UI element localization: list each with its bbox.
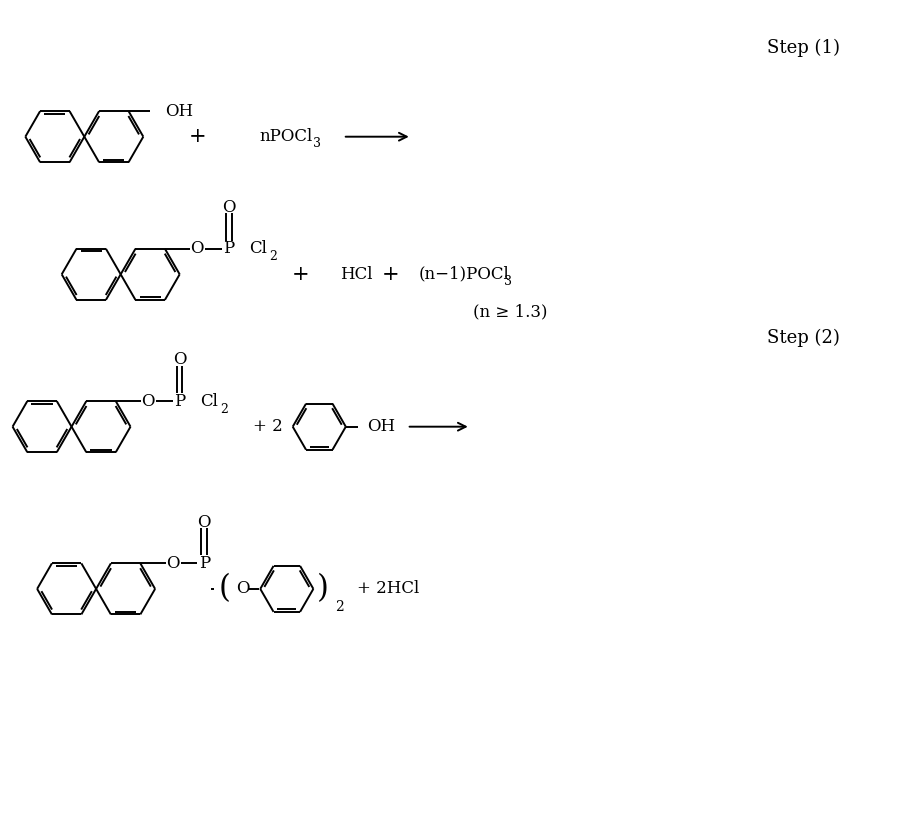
Text: (n−1)POCl: (n−1)POCl xyxy=(418,266,509,283)
Text: Cl: Cl xyxy=(249,240,267,257)
Text: Step (1): Step (1) xyxy=(768,39,841,57)
Text: Cl: Cl xyxy=(201,393,218,409)
Text: 2: 2 xyxy=(269,250,277,263)
Text: O: O xyxy=(191,240,204,257)
Text: 2: 2 xyxy=(220,403,228,416)
Text: +: + xyxy=(292,265,310,283)
Text: + 2HCl: + 2HCl xyxy=(356,580,419,597)
Text: nPOCl: nPOCl xyxy=(259,128,312,145)
Text: +: + xyxy=(189,127,206,146)
Text: O: O xyxy=(141,393,155,409)
Text: 3: 3 xyxy=(313,137,321,150)
Text: P: P xyxy=(199,555,210,572)
Text: (: ( xyxy=(219,574,231,605)
Text: P: P xyxy=(174,393,185,409)
Text: O: O xyxy=(197,514,211,530)
Text: 2: 2 xyxy=(335,600,344,614)
Text: +: + xyxy=(382,265,400,283)
Text: OH: OH xyxy=(165,103,194,119)
Text: O: O xyxy=(236,580,249,597)
Text: O: O xyxy=(166,555,179,572)
Text: + 2: + 2 xyxy=(254,418,284,435)
Text: Step (2): Step (2) xyxy=(768,329,841,347)
Text: O: O xyxy=(173,351,186,368)
Text: O: O xyxy=(222,199,236,216)
Text: ): ) xyxy=(318,574,329,605)
Text: (n ≥ 1.3): (n ≥ 1.3) xyxy=(472,303,547,320)
Text: HCl: HCl xyxy=(340,266,373,283)
Text: P: P xyxy=(223,240,234,257)
Text: OH: OH xyxy=(367,418,396,435)
Text: 3: 3 xyxy=(504,275,512,288)
